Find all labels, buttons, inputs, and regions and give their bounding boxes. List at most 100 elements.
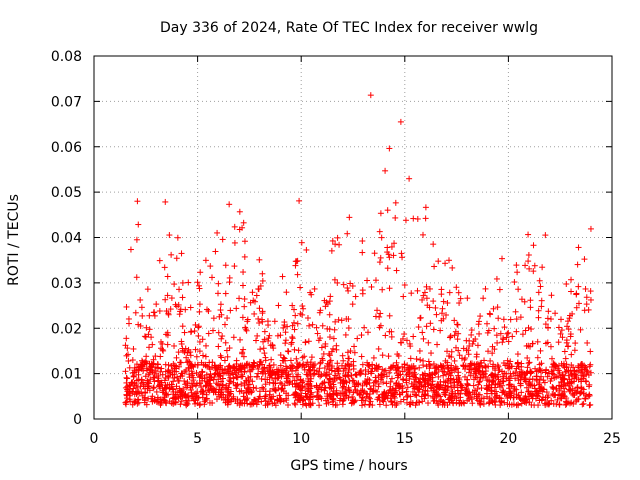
data-point bbox=[203, 395, 210, 402]
data-point bbox=[375, 363, 382, 370]
data-point bbox=[376, 324, 383, 331]
data-point bbox=[446, 257, 453, 264]
data-point bbox=[525, 393, 532, 400]
data-point bbox=[498, 399, 505, 406]
data-point bbox=[454, 365, 461, 372]
data-point bbox=[571, 347, 578, 354]
data-point bbox=[488, 387, 495, 394]
data-point bbox=[421, 379, 428, 386]
data-point bbox=[155, 361, 162, 368]
data-point bbox=[209, 274, 216, 281]
data-point bbox=[138, 376, 145, 383]
data-point bbox=[537, 387, 544, 394]
data-point bbox=[125, 357, 132, 364]
data-point bbox=[422, 215, 429, 222]
data-point bbox=[294, 257, 301, 264]
data-point bbox=[531, 262, 538, 269]
data-point bbox=[382, 167, 389, 174]
data-point bbox=[281, 382, 288, 389]
data-point bbox=[287, 357, 294, 364]
data-point bbox=[202, 353, 209, 360]
data-point bbox=[266, 379, 273, 386]
data-point bbox=[566, 400, 573, 407]
data-point bbox=[318, 344, 325, 351]
data-point bbox=[376, 397, 383, 404]
data-point bbox=[178, 370, 185, 377]
data-point bbox=[403, 388, 410, 395]
data-point bbox=[300, 396, 307, 403]
data-point bbox=[159, 340, 166, 347]
data-point bbox=[335, 316, 342, 323]
data-point bbox=[408, 290, 415, 297]
data-point bbox=[573, 291, 580, 298]
data-point bbox=[528, 326, 535, 333]
data-point bbox=[527, 304, 534, 311]
data-point bbox=[346, 388, 353, 395]
data-point bbox=[165, 362, 172, 369]
data-point bbox=[201, 398, 208, 405]
data-point bbox=[486, 399, 493, 406]
data-point bbox=[219, 333, 226, 340]
data-point bbox=[270, 380, 277, 387]
x-tick-label: 25 bbox=[603, 431, 621, 447]
data-point bbox=[570, 364, 577, 371]
data-point bbox=[369, 361, 376, 368]
data-point bbox=[337, 376, 344, 383]
data-point bbox=[221, 321, 228, 328]
data-point bbox=[193, 392, 200, 399]
data-point bbox=[268, 356, 275, 363]
data-point bbox=[306, 322, 313, 329]
data-point bbox=[477, 374, 484, 381]
data-point bbox=[450, 376, 457, 383]
data-point bbox=[531, 382, 538, 389]
data-point bbox=[468, 331, 475, 338]
data-point bbox=[282, 337, 289, 344]
data-point bbox=[375, 383, 382, 390]
data-point bbox=[324, 301, 331, 308]
data-point bbox=[216, 382, 223, 389]
data-point bbox=[468, 327, 475, 334]
data-point bbox=[580, 373, 587, 380]
data-point bbox=[545, 401, 552, 408]
data-point bbox=[183, 399, 190, 406]
data-point bbox=[430, 326, 437, 333]
data-point bbox=[397, 339, 404, 346]
data-point bbox=[171, 281, 178, 288]
data-point bbox=[146, 380, 153, 387]
data-point bbox=[508, 383, 515, 390]
data-point bbox=[317, 393, 324, 400]
data-point bbox=[308, 389, 315, 396]
data-point bbox=[511, 279, 518, 286]
data-point bbox=[475, 381, 482, 388]
data-point bbox=[255, 365, 262, 372]
data-point bbox=[135, 221, 142, 228]
data-point bbox=[514, 351, 521, 358]
data-point bbox=[241, 238, 248, 245]
data-point bbox=[209, 327, 216, 334]
data-point bbox=[446, 289, 453, 296]
y-tick-label: 0.01 bbox=[51, 367, 82, 383]
data-point bbox=[216, 362, 223, 369]
data-point bbox=[453, 284, 460, 291]
data-point bbox=[430, 398, 437, 405]
data-point bbox=[373, 388, 380, 395]
data-point bbox=[309, 364, 316, 371]
data-point bbox=[151, 309, 158, 316]
data-point bbox=[146, 312, 153, 319]
data-point bbox=[168, 251, 175, 258]
y-tick-label: 0.08 bbox=[51, 49, 82, 65]
data-point bbox=[317, 360, 324, 367]
data-point bbox=[578, 378, 585, 385]
data-point bbox=[133, 236, 140, 243]
data-point bbox=[432, 388, 439, 395]
data-point bbox=[438, 286, 445, 293]
data-point bbox=[400, 396, 407, 403]
data-point bbox=[522, 397, 529, 404]
data-point bbox=[200, 352, 207, 359]
data-point bbox=[583, 294, 590, 301]
data-point bbox=[207, 370, 214, 377]
data-point bbox=[373, 377, 380, 384]
data-point bbox=[534, 354, 541, 361]
data-point bbox=[215, 371, 222, 378]
